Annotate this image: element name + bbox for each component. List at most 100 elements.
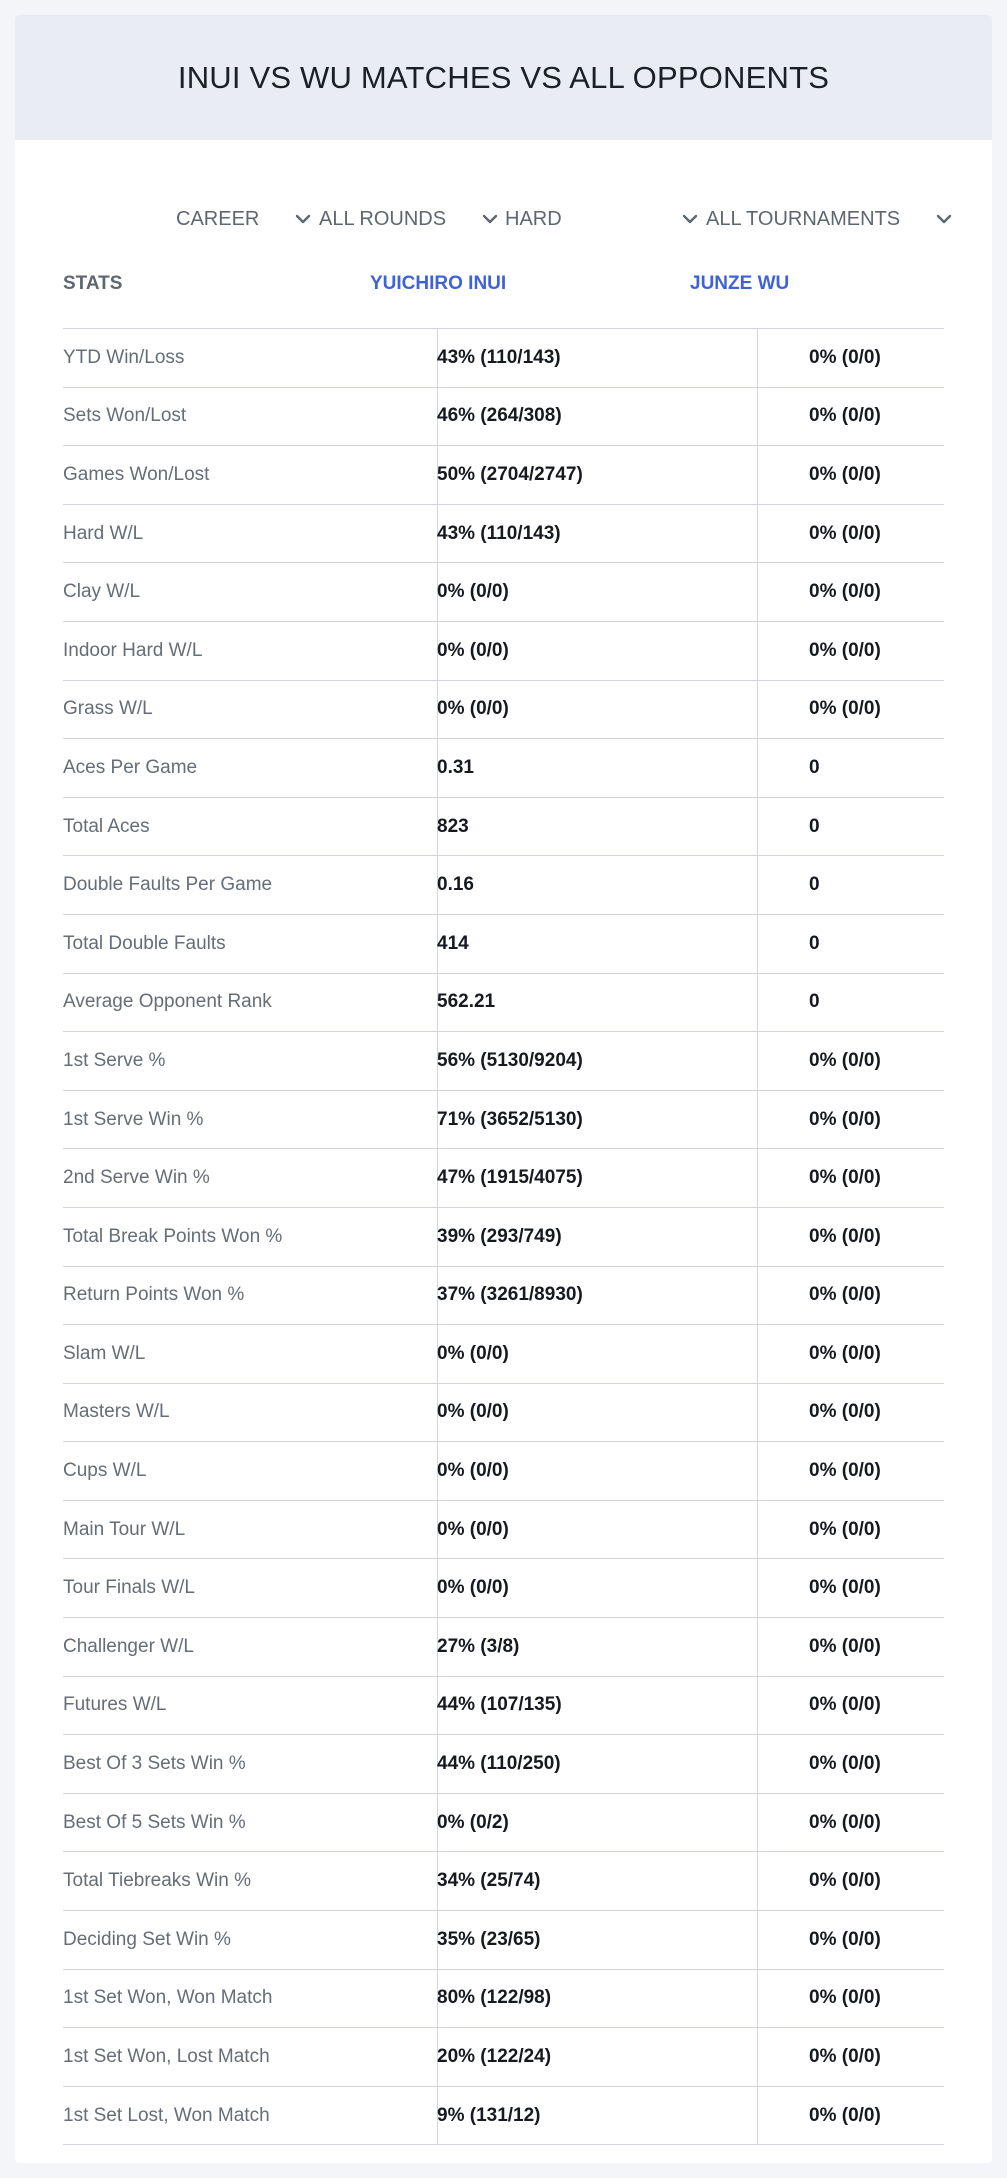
table-row: Slam W/L 0% (0/0) 0% (0/0) [63, 1325, 944, 1384]
surface-select[interactable]: HARD [505, 190, 701, 248]
table-row: 1st Serve Win % 71% (3652/5130) 0% (0/0) [63, 1090, 944, 1150]
column-divider [757, 446, 758, 504]
column-divider [757, 797, 758, 856]
table-row: Tour Finals W/L 0% (0/0) 0% (0/0) [63, 1559, 944, 1619]
chevron-down-icon [295, 214, 311, 224]
table-row: Cups W/L 0% (0/0) 0% (0/0) [63, 1442, 944, 1501]
rounds-select[interactable]: ALL ROUNDS [319, 190, 501, 248]
player1-link[interactable]: YUICHIRO INUI [370, 273, 507, 294]
stat-label: Total Aces [63, 815, 150, 837]
table-row: Average Opponent Rank 562.21 0 [63, 973, 944, 1033]
player2-link[interactable]: JUNZE WU [690, 273, 790, 294]
column-divider [437, 2086, 438, 2145]
stat-label: Total Double Faults [63, 932, 226, 954]
player2-value: 0% (0/0) [809, 1225, 881, 1247]
player1-value: 56% (5130/9204) [437, 1049, 583, 1071]
player2-value: 0% (0/0) [809, 1577, 881, 1599]
player1-value: 0% (0/2) [437, 1811, 509, 1833]
player1-value: 0% (0/0) [437, 1518, 509, 1540]
column-divider [437, 621, 438, 680]
player2-value: 0% (0/0) [809, 405, 881, 427]
player1-value: 20% (122/24) [437, 2046, 552, 2068]
table-row: Best Of 3 Sets Win % 44% (110/250) 0% (0/0… [63, 1735, 944, 1794]
column-divider [757, 680, 758, 739]
player1-value: 44% (107/135) [437, 1694, 562, 1716]
table-row: 1st Set Lost, Won Match 9% (131/12) 0% (0/… [63, 2086, 944, 2146]
column-divider [437, 1911, 438, 1969]
filter-bar: CAREER ALL ROUNDS HARD ALL TOURNAMENTS [15, 190, 992, 248]
player1-value: 35% (23/65) [437, 1928, 541, 1950]
player1-value: 0% (0/0) [437, 698, 509, 720]
stat-label: Slam W/L [63, 1342, 146, 1364]
column-divider [757, 856, 758, 914]
stat-label: 1st Set Lost, Won Match [63, 2104, 270, 2126]
player1-value: 47% (1915/4075) [437, 1167, 583, 1189]
table-row: 1st Set Won, Won Match 80% (122/98) 0% (0/… [63, 1969, 944, 2029]
stat-label: Indoor Hard W/L [63, 639, 203, 661]
column-divider [757, 1559, 758, 1618]
column-divider [437, 446, 438, 504]
player1-value: 44% (110/250) [437, 1753, 561, 1775]
table-row: Deciding Set Win % 35% (23/65) 0% (0/0) [63, 1911, 944, 1970]
column-divider [757, 1383, 758, 1442]
player2-value: 0 [809, 932, 820, 954]
player1-value: 43% (110/143) [437, 346, 561, 368]
column-divider [757, 2028, 758, 2086]
player1-value: 39% (293/749) [437, 1225, 562, 1247]
column-divider [757, 621, 758, 680]
stat-label: Challenger W/L [63, 1635, 194, 1657]
stat-label: Tour Finals W/L [63, 1577, 195, 1599]
column-divider [437, 1793, 438, 1852]
player1-value: 71% (3652/5130) [437, 1108, 583, 1130]
stat-label: Clay W/L [63, 581, 141, 603]
player2-value: 0% (0/0) [809, 1167, 881, 1189]
player2-value: 0% (0/0) [809, 346, 881, 368]
player1-value: 50% (2704/2747) [437, 463, 583, 485]
chevron-down-icon [682, 214, 698, 224]
column-divider [437, 914, 438, 973]
page-title: INUI VS WU MATCHES VS ALL OPPONENTS [177, 59, 830, 95]
column-divider [757, 387, 758, 446]
table-row: Total Aces 823 0 [63, 797, 944, 857]
column-divider [757, 1676, 758, 1735]
stat-label: Hard W/L [63, 522, 144, 544]
column-divider [437, 504, 438, 563]
player1-value: 27% (3/8) [437, 1635, 520, 1657]
period-select[interactable]: CAREER [176, 190, 314, 248]
player2-value: 0% (0/0) [809, 1928, 881, 1950]
player2-value: 0 [809, 874, 820, 896]
stat-label: Masters W/L [63, 1401, 170, 1423]
table-row: 2nd Serve Win % 47% (1915/4075) 0% (0/0) [63, 1149, 944, 1208]
stat-label: 1st Serve % [63, 1049, 166, 1071]
tournaments-select[interactable]: ALL TOURNAMENTS [706, 190, 955, 248]
player2-value: 0% (0/0) [809, 1870, 881, 1892]
stat-label: Cups W/L [63, 1460, 147, 1482]
table-row: YTD Win/Loss 43% (110/143) 0% (0/0) [63, 329, 944, 388]
column-divider [757, 329, 758, 387]
table-row: Futures W/L 44% (107/135) 0% (0/0) [63, 1676, 944, 1736]
table-row: Double Faults Per Game 0.16 0 [63, 856, 944, 915]
stat-label: Grass W/L [63, 698, 153, 720]
table-body: YTD Win/Loss 43% (110/143) 0% (0/0) Sets Wo… [63, 329, 944, 2146]
player2-value: 0% (0/0) [809, 1987, 881, 2009]
column-divider [437, 1559, 438, 1618]
table-row: Challenger W/L 27% (3/8) 0% (0/0) [63, 1618, 944, 1677]
column-divider [757, 1911, 758, 1969]
player2-value: 0% (0/0) [809, 1518, 881, 1540]
stat-label: 2nd Serve Win % [63, 1167, 210, 1189]
chevron-down-icon [936, 214, 952, 224]
player2-value: 0% (0/0) [809, 1108, 881, 1130]
player2-value: 0% (0/0) [809, 1049, 881, 1071]
stat-label: Aces Per Game [63, 756, 198, 778]
column-divider [757, 504, 758, 563]
column-divider [437, 973, 438, 1032]
stat-label: Best Of 5 Sets Win % [63, 1811, 246, 1833]
player2-value: 0 [809, 991, 820, 1013]
column-divider [437, 387, 438, 446]
table-row: Clay W/L 0% (0/0) 0% (0/0) [63, 563, 944, 622]
player1-value: 562.21 [437, 991, 496, 1013]
column-divider [757, 973, 758, 1032]
column-divider [437, 1149, 438, 1207]
column-divider [437, 563, 438, 621]
column-divider [437, 1618, 438, 1676]
